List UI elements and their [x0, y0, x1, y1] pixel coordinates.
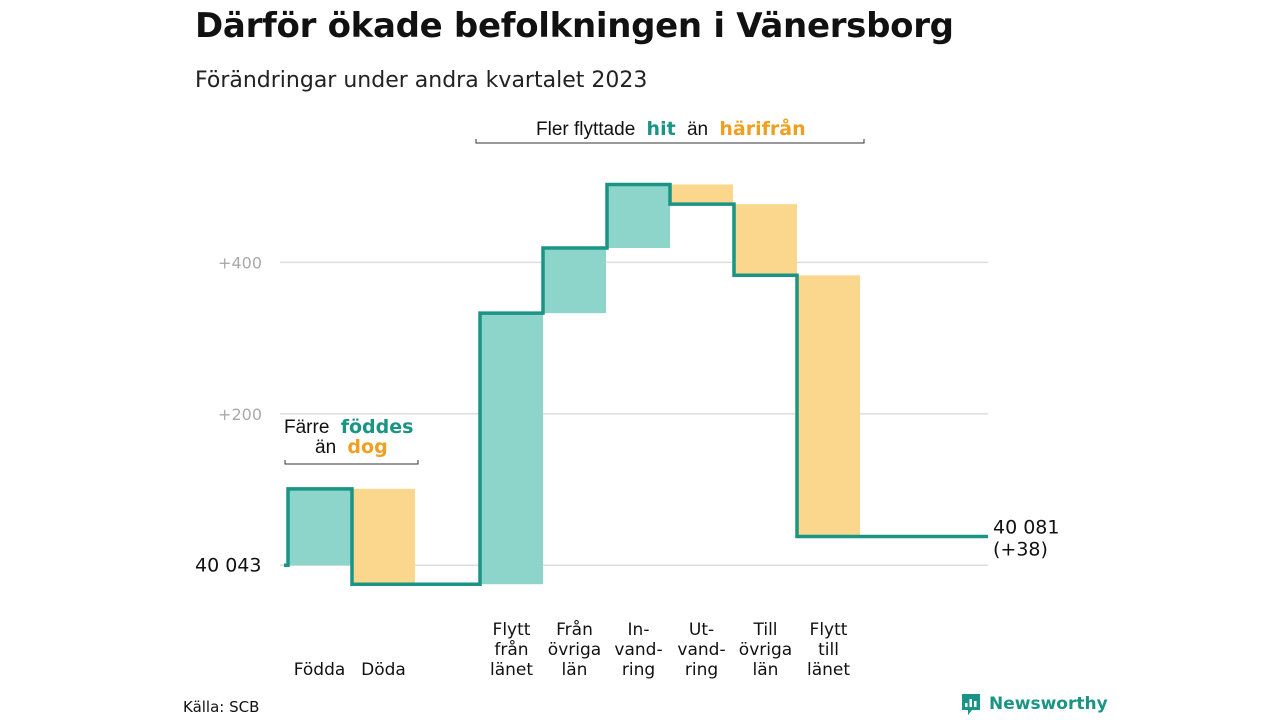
category-label-line: Ut- — [689, 620, 714, 640]
category-label-line: län — [753, 660, 779, 680]
annotation-top-pre: Fler flyttade — [536, 119, 635, 140]
annotation-top-bracket — [475, 139, 865, 144]
category-label: In-vand-ring — [614, 620, 662, 680]
category-label-line: länet — [490, 660, 533, 680]
category-label: Till övriga län — [739, 620, 792, 680]
category-label-line: In- — [628, 620, 650, 640]
annotation-left-pre: Färre — [284, 417, 329, 438]
category-label: Födda — [294, 660, 346, 680]
end-value-label: 40 081 — [993, 517, 1059, 539]
waterfall-bar — [543, 248, 606, 314]
category-label-line: ring — [685, 660, 718, 680]
category-label: Flytt från länet — [490, 620, 533, 680]
category-label-line: vand- — [677, 640, 725, 660]
waterfall-bar — [607, 184, 670, 249]
category-label-line: Flytt — [810, 620, 848, 640]
brand-name: Newsworthy — [989, 694, 1108, 714]
category-label-line: länet — [807, 660, 850, 680]
category-label-line: Från — [556, 619, 593, 640]
waterfall-bar — [480, 313, 543, 585]
annotation-left: Färre föddes än dog — [284, 416, 419, 465]
annotation-left-foddes: föddes — [341, 416, 414, 438]
end-change-label: (+38) — [993, 539, 1048, 561]
category-label-line: vand- — [614, 640, 662, 660]
line-layer — [284, 182, 988, 586]
category-label: Ut-vand-ring — [677, 620, 725, 680]
svg-text:Färre föddes: Färre föddes — [284, 416, 413, 438]
y-tick-label: +200 — [218, 405, 262, 424]
source-note: Källa: SCB — [183, 698, 260, 716]
cumulative-line — [284, 182, 988, 586]
svg-text:Fler flyttade hit: Fler flyttade hit än härifrån — [536, 116, 806, 140]
y-tick-label: +400 — [218, 253, 262, 272]
annotation-left-mid: än — [315, 437, 336, 458]
category-label-line: Döda — [361, 660, 406, 680]
waterfall-bar — [352, 488, 415, 585]
annotation-top: Fler flyttade hit än härifrån — [475, 116, 865, 144]
category-label-line: övriga — [739, 640, 792, 660]
start-value-label: 40 043 — [195, 554, 261, 576]
chart-title: Därför ökade befolkningen i Vänersborg — [195, 6, 954, 46]
category-label-line: övriga — [548, 640, 601, 660]
category-label: Döda — [361, 660, 406, 680]
waterfall-bar — [797, 275, 860, 537]
annotation-left-bracket — [284, 460, 419, 465]
category-label-line: Till — [752, 620, 777, 640]
waterfall-bar — [288, 488, 351, 566]
category-label-line: till — [818, 640, 839, 660]
chart-subtitle: Förändringar under andra kvartalet 2023 — [195, 68, 648, 93]
annotation-top-harifran: härifrån — [719, 116, 805, 140]
category-label-line: Födda — [294, 660, 346, 680]
waterfall-bar — [734, 204, 797, 276]
brand-logo: Newsworthy — [960, 692, 1108, 716]
annotation-top-hit: hit — [647, 118, 676, 140]
bar-layer — [288, 184, 860, 585]
annotation-top-mid: än — [687, 119, 708, 140]
category-label-line: län — [562, 660, 588, 680]
annotation-left-dog: dog — [347, 436, 387, 458]
category-label: Från övriga län — [548, 619, 601, 680]
waterfall-bar — [670, 184, 733, 205]
newsworthy-logo-icon — [962, 694, 980, 715]
category-label-line: från — [494, 639, 528, 660]
category-label-line: ring — [622, 660, 655, 680]
category-label-line: Flytt — [493, 620, 531, 640]
category-label: Flytt till länet — [807, 620, 850, 680]
svg-text:än dog: än dog — [315, 436, 388, 458]
